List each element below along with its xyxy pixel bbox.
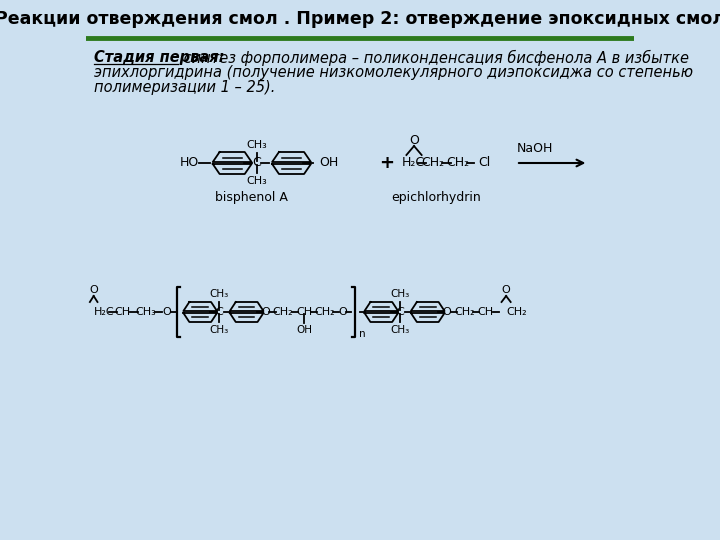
Text: n: n <box>359 329 366 339</box>
Text: CH: CH <box>477 307 494 317</box>
Text: CH₂: CH₂ <box>506 307 527 317</box>
Text: CH₂: CH₂ <box>273 307 294 317</box>
Text: CH₃: CH₃ <box>391 325 410 335</box>
Text: CH₃: CH₃ <box>246 140 267 150</box>
Text: C: C <box>252 157 261 170</box>
Text: синтез форполимера – поликонденсация бисфенола А в избытке: синтез форполимера – поликонденсация бис… <box>179 50 689 66</box>
Text: NaOH: NaOH <box>517 143 553 156</box>
Text: O: O <box>261 307 270 317</box>
Text: H₂C: H₂C <box>402 157 425 170</box>
Text: CH₃: CH₃ <box>210 325 229 335</box>
Text: H₂C: H₂C <box>94 307 114 317</box>
Text: CH₃: CH₃ <box>210 289 229 299</box>
Text: CH: CH <box>114 307 130 317</box>
Text: Cl: Cl <box>479 157 491 170</box>
FancyBboxPatch shape <box>86 0 634 38</box>
Text: полимеризации 1 – 25).: полимеризации 1 – 25). <box>94 80 275 95</box>
Text: Стадия первая:: Стадия первая: <box>94 50 224 65</box>
Text: epichlorhydrin: epichlorhydrin <box>391 192 481 205</box>
Text: C: C <box>397 307 404 317</box>
Text: OH: OH <box>319 157 338 170</box>
Text: Реакции отверждения смол . Пример 2: отверждение эпоксидных смол: Реакции отверждения смол . Пример 2: отв… <box>0 10 720 28</box>
Text: эпихлоргидрина (получение низкомолекулярного диэпоксиджа со степенью: эпихлоргидрина (получение низкомолекуляр… <box>94 65 693 80</box>
Text: CH₂: CH₂ <box>454 307 474 317</box>
Text: CH₃: CH₃ <box>246 176 267 186</box>
Text: O: O <box>338 307 347 317</box>
Text: CH₂: CH₂ <box>446 157 469 170</box>
Text: O: O <box>162 307 171 317</box>
Text: OH: OH <box>297 325 312 335</box>
Text: +: + <box>379 154 394 172</box>
Text: O: O <box>502 285 510 295</box>
Text: CH₂: CH₂ <box>314 307 335 317</box>
Text: C: C <box>215 307 223 317</box>
Text: HO: HO <box>179 157 199 170</box>
Text: O: O <box>409 134 419 147</box>
Text: CH: CH <box>297 307 312 317</box>
Text: bisphenol A: bisphenol A <box>215 192 287 205</box>
Text: CH₃: CH₃ <box>135 307 156 317</box>
Text: CH₂: CH₂ <box>421 157 445 170</box>
Text: CH₃: CH₃ <box>391 289 410 299</box>
Text: O: O <box>442 307 451 317</box>
Text: O: O <box>89 285 98 295</box>
